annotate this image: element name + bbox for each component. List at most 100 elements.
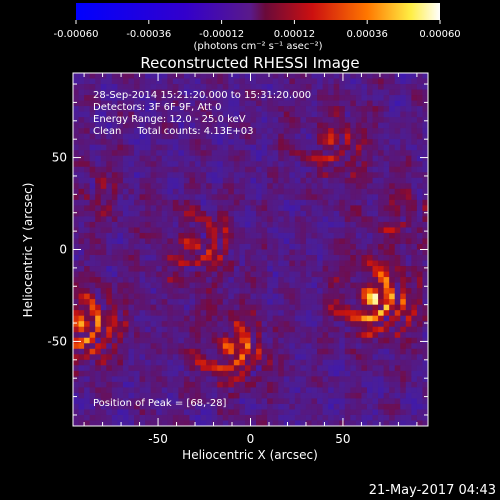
heatmap-cell bbox=[189, 78, 196, 85]
heatmap-cell bbox=[156, 315, 163, 322]
heatmap-cell bbox=[350, 255, 357, 261]
heatmap-cell bbox=[267, 95, 274, 101]
heatmap-cell bbox=[172, 128, 179, 135]
heatmap-cell bbox=[311, 376, 318, 383]
heatmap-cell bbox=[117, 343, 124, 350]
heatmap-cell bbox=[405, 304, 412, 311]
heatmap-cell bbox=[256, 177, 262, 184]
heatmap-cell bbox=[95, 232, 102, 239]
heatmap-cell bbox=[311, 343, 318, 350]
heatmap-cell bbox=[239, 321, 246, 328]
heatmap-cell bbox=[405, 111, 412, 118]
heatmap-cell bbox=[183, 177, 190, 184]
heatmap-cell bbox=[278, 288, 285, 295]
heatmap-cell bbox=[333, 304, 340, 311]
heatmap-cell bbox=[416, 205, 423, 212]
heatmap-cell bbox=[172, 277, 179, 283]
heatmap-cell bbox=[355, 199, 362, 206]
heatmap-cell bbox=[283, 78, 290, 85]
heatmap-cell bbox=[167, 359, 174, 366]
heatmap-cell bbox=[394, 354, 401, 361]
heatmap-cell bbox=[106, 227, 113, 234]
heatmap-cell bbox=[95, 150, 102, 157]
heatmap-cell bbox=[78, 271, 85, 278]
heatmap-cell bbox=[355, 365, 362, 372]
heatmap-cell bbox=[300, 133, 307, 140]
heatmap-cell bbox=[161, 243, 168, 250]
heatmap-cell bbox=[244, 299, 251, 306]
heatmap-cell bbox=[106, 299, 113, 306]
heatmap-cell bbox=[355, 95, 362, 101]
heatmap-cell bbox=[300, 387, 307, 394]
heatmap-cell bbox=[422, 232, 429, 239]
heatmap-cell bbox=[195, 95, 201, 101]
heatmap-cell bbox=[333, 78, 340, 85]
heatmap-cell bbox=[145, 337, 152, 344]
heatmap-cell bbox=[267, 255, 274, 261]
heatmap-cell bbox=[366, 210, 373, 217]
heatmap-cell bbox=[383, 89, 390, 96]
heatmap-cell bbox=[200, 243, 207, 250]
heatmap-cell bbox=[261, 249, 268, 256]
heatmap-cell bbox=[344, 310, 351, 317]
heatmap-cell bbox=[145, 111, 152, 118]
heatmap-cell bbox=[383, 260, 390, 267]
heatmap-cell bbox=[389, 117, 396, 124]
heatmap-cell bbox=[233, 106, 240, 113]
heatmap-cell bbox=[111, 398, 118, 405]
heatmap-cell bbox=[117, 84, 124, 90]
heatmap-cell bbox=[122, 243, 129, 250]
heatmap-cell bbox=[183, 205, 190, 212]
heatmap-cell bbox=[139, 409, 146, 416]
heatmap-cell bbox=[333, 271, 340, 278]
heatmap-cell bbox=[366, 172, 373, 179]
heatmap-cell bbox=[139, 403, 146, 410]
heatmap-cell bbox=[161, 199, 168, 206]
heatmap-cell bbox=[244, 194, 251, 201]
heatmap-cell bbox=[161, 166, 168, 173]
heatmap-cell bbox=[322, 227, 329, 234]
heatmap-cell bbox=[222, 354, 229, 361]
heatmap-cell bbox=[178, 348, 185, 355]
heatmap-cell bbox=[122, 84, 129, 90]
heatmap-cell bbox=[267, 78, 274, 85]
heatmap-cell bbox=[305, 111, 312, 118]
heatmap-cell bbox=[228, 177, 235, 184]
heatmap-cell bbox=[317, 403, 324, 410]
heatmap-cell bbox=[150, 73, 157, 79]
heatmap-cell bbox=[322, 216, 329, 223]
heatmap-cell bbox=[283, 188, 290, 195]
heatmap-cell bbox=[73, 166, 79, 173]
heatmap-cell bbox=[261, 414, 268, 421]
heatmap-cell bbox=[317, 315, 324, 322]
heatmap-cell bbox=[416, 414, 423, 421]
heatmap-cell bbox=[250, 392, 257, 399]
heatmap-cell bbox=[383, 161, 390, 168]
heatmap-cell bbox=[366, 122, 373, 129]
heatmap-cell bbox=[272, 111, 279, 118]
heatmap-cell bbox=[411, 288, 418, 295]
heatmap-cell bbox=[206, 398, 213, 405]
heatmap-cell bbox=[283, 354, 290, 361]
heatmap-cell bbox=[283, 177, 290, 184]
heatmap-cell bbox=[378, 403, 385, 410]
heatmap-cell bbox=[389, 293, 396, 300]
heatmap-cell bbox=[250, 304, 257, 311]
heatmap-cell bbox=[328, 310, 335, 317]
heatmap-cell bbox=[161, 216, 168, 223]
heatmap-cell bbox=[378, 277, 385, 283]
heatmap-cell bbox=[328, 277, 335, 283]
heatmap-cell bbox=[128, 150, 135, 157]
heatmap-cell bbox=[84, 73, 91, 79]
heatmap-cell bbox=[106, 282, 113, 289]
heatmap-cell bbox=[172, 414, 179, 421]
heatmap-cell bbox=[145, 249, 152, 256]
heatmap-cell bbox=[89, 183, 96, 190]
heatmap-cell bbox=[256, 238, 262, 245]
heatmap-cell bbox=[211, 299, 218, 306]
heatmap-cell bbox=[128, 232, 135, 239]
heatmap-cell bbox=[89, 348, 96, 355]
heatmap-cell bbox=[206, 150, 213, 157]
heatmap-cell bbox=[167, 403, 174, 410]
heatmap-cell bbox=[305, 277, 312, 283]
